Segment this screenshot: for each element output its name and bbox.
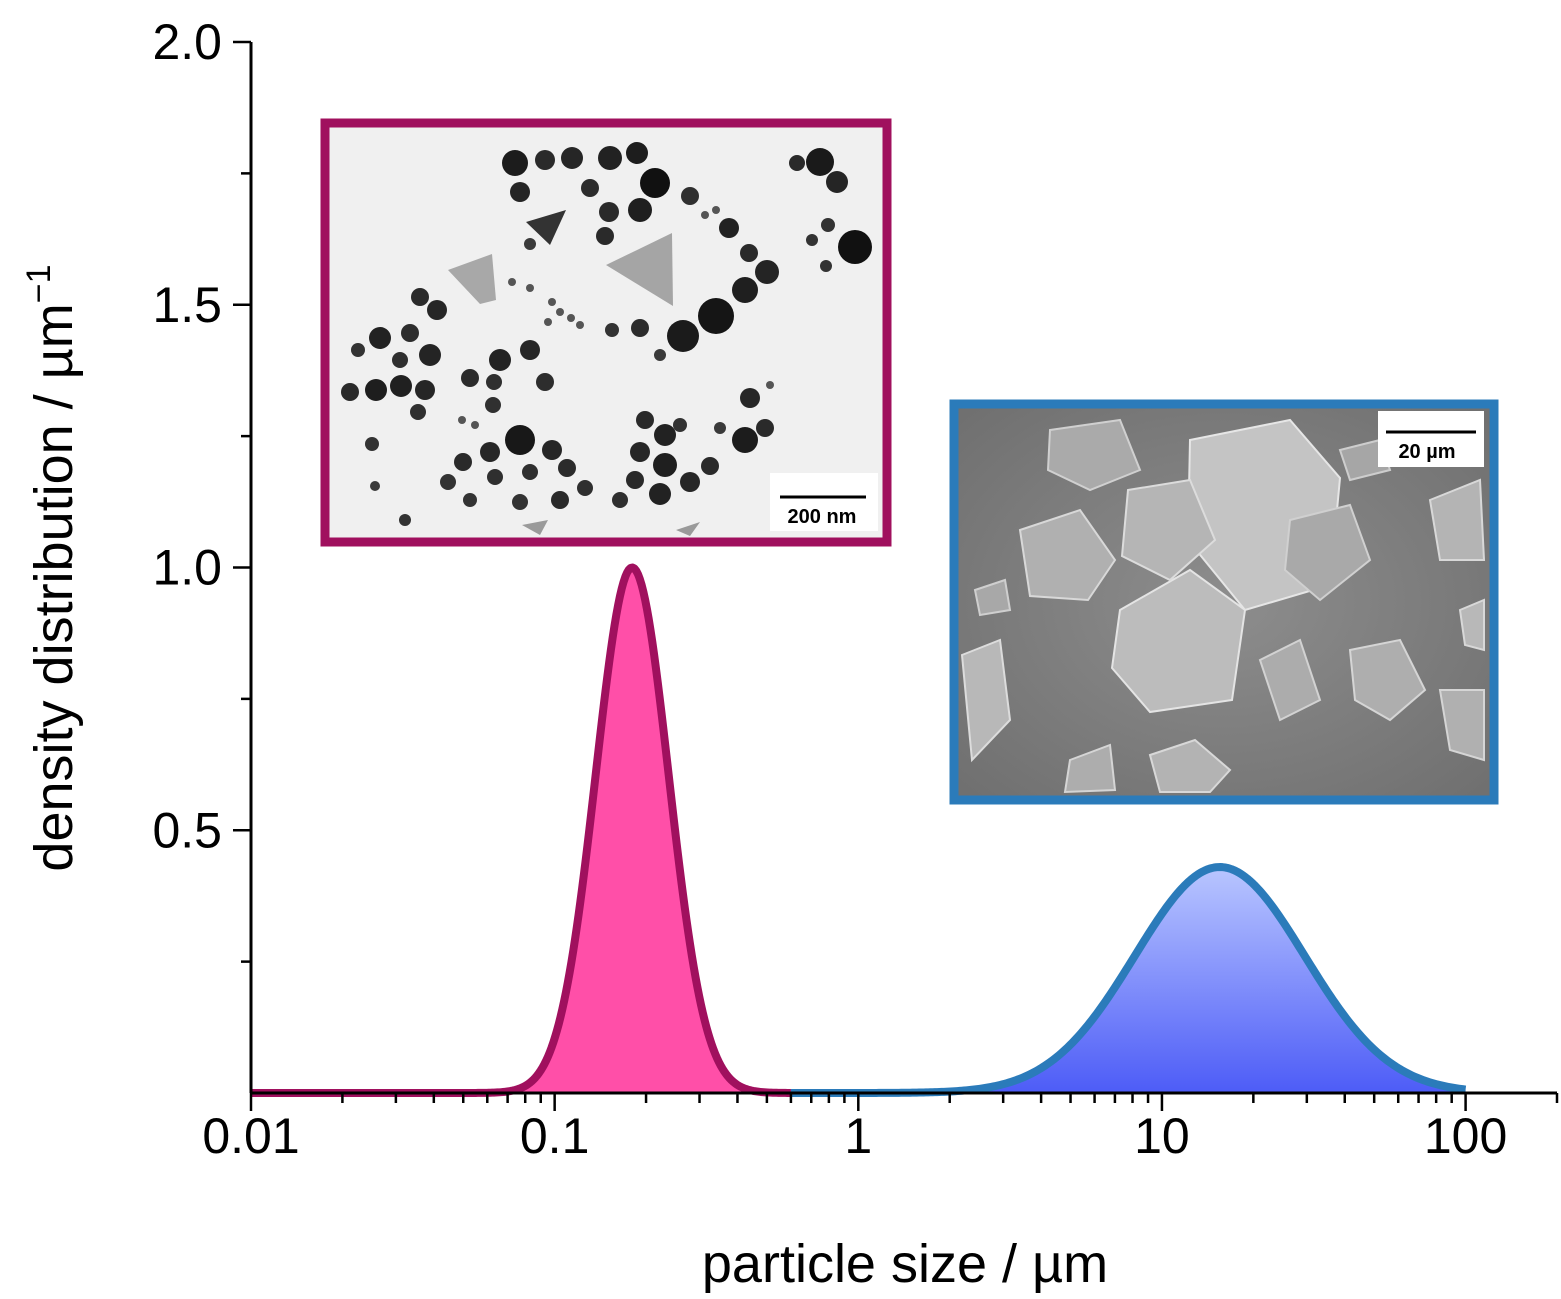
y-tick-label: 0.5 xyxy=(152,802,222,858)
x-axis-title: particle size / µm xyxy=(702,1234,1108,1294)
y-tick-label: 2.0 xyxy=(152,14,222,70)
x-ticks: 0.01 0.1 1 10 100 xyxy=(202,1093,1559,1164)
series-1-line xyxy=(248,563,794,1097)
y-axis-title: density distribution / µm−1 xyxy=(20,264,84,871)
x-tick-label: 10 xyxy=(1134,1108,1190,1164)
y-tick-label: 1.0 xyxy=(152,540,222,596)
y-ticks: 0.5 1.0 1.5 2.0 xyxy=(152,14,251,963)
x-tick-label: 1 xyxy=(844,1108,872,1164)
tem-scale-label: 200 nm xyxy=(788,506,857,528)
x-tick-label: 0.1 xyxy=(520,1108,590,1164)
sem-scale-label: 20 µm xyxy=(1398,441,1455,463)
tem-inset: 200 nm xyxy=(320,118,892,547)
sem-inset: 20 µm xyxy=(949,399,1499,805)
tem-scale-box xyxy=(770,473,878,531)
series-2-area xyxy=(790,867,1466,1093)
y-tick-label: 1.5 xyxy=(152,277,222,333)
sem-particles xyxy=(960,418,1486,794)
x-tick-label: 100 xyxy=(1424,1108,1507,1164)
sem-scale-box xyxy=(1378,411,1484,467)
tem-particles xyxy=(341,142,872,536)
series-1-area xyxy=(251,567,791,1093)
x-tick-label: 0.01 xyxy=(202,1108,299,1164)
axes: 0.01 0.1 1 10 100 0.5 1.0 1.5 2.0 xyxy=(152,14,1559,1164)
y-axis-title-superscript: −1 xyxy=(20,264,58,303)
y-axis-title-main: density distribution / µm xyxy=(24,303,84,871)
